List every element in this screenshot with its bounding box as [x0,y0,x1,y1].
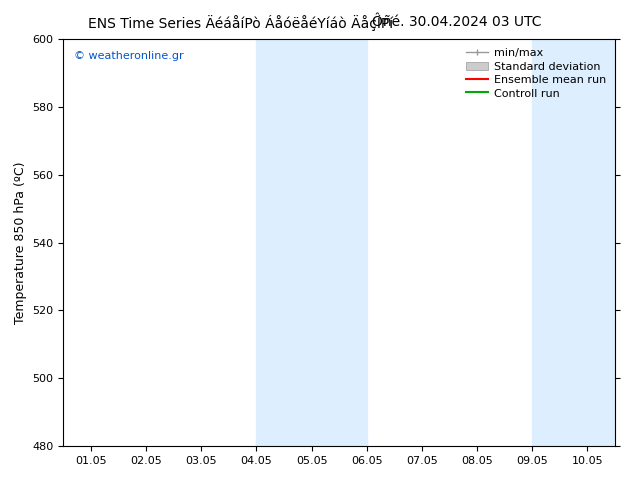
Y-axis label: Temperature 850 hPa (ºC): Temperature 850 hPa (ºC) [14,161,27,324]
Text: © weatheronline.gr: © weatheronline.gr [74,51,184,61]
Legend: min/max, Standard deviation, Ensemble mean run, Controll run: min/max, Standard deviation, Ensemble me… [463,45,609,102]
Bar [533,39,615,446]
Text: ENS Time Series ÄéáåíPò ÁåóëåéYíáò ÄåçÍPí: ENS Time Series ÄéáåíPò ÁåóëåéYíáò ÄåçÍP… [88,15,394,31]
Bar [256,39,367,446]
Text: Ôñé. 30.04.2024 03 UTC: Ôñé. 30.04.2024 03 UTC [372,15,541,29]
